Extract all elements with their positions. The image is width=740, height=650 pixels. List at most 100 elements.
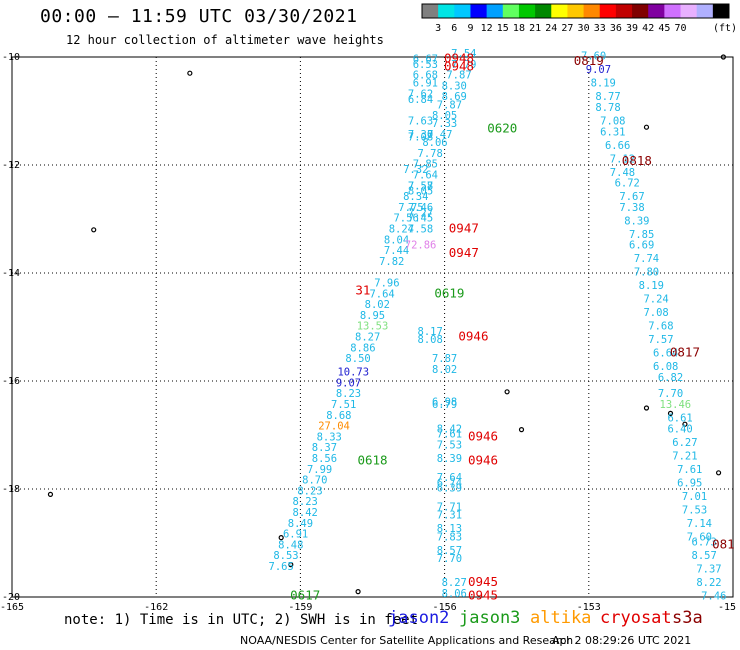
- color-bar-tick: 27: [561, 23, 573, 34]
- swh-value-label: 7.48: [610, 167, 635, 179]
- swh-value-label: 7.58: [408, 224, 433, 236]
- swh-value-label: 7.60: [687, 531, 712, 543]
- swh-value-label: 8.49: [288, 518, 313, 530]
- swh-value-label: 6.27: [672, 437, 697, 449]
- swh-value-label: 7.32: [403, 164, 428, 176]
- swh-value-label: 8.34: [403, 191, 428, 203]
- swh-value-label: 7.74: [634, 253, 659, 265]
- map-frame: [11, 56, 734, 598]
- latitude-tick-label: -12: [2, 160, 20, 171]
- pass-time-label: 0620: [487, 121, 517, 136]
- swh-value-label: 7.21: [672, 450, 697, 462]
- color-bar-unit: (ft): [713, 23, 737, 34]
- legend-jason2: jason2: [388, 608, 450, 628]
- swh-value-label: 6.79: [432, 399, 457, 411]
- swh-value-label: 7.31: [437, 510, 462, 522]
- swh-value-label: 10.73: [337, 367, 369, 379]
- latitude-tick-label: -18: [2, 484, 20, 495]
- color-bar-tick: 30: [578, 23, 590, 34]
- pass-time-label: 31: [355, 283, 370, 298]
- swh-value-label: 7.54: [451, 48, 476, 60]
- swh-value-label: 6.82: [658, 372, 683, 384]
- swh-value-label: 6.40: [667, 423, 692, 435]
- swh-value-label: 7.44: [384, 245, 409, 257]
- color-bar-tick: 33: [594, 23, 606, 34]
- swh-value-label: 8.19: [591, 78, 616, 90]
- swh-value-label: 7.79: [451, 59, 476, 71]
- island-outline: [187, 70, 193, 76]
- swh-value-label: 8.33: [317, 431, 342, 443]
- map-axes: -162 -159 -156 -153 -165 -15 -10 -12 -14 -16 -18 -2…: [0, 52, 736, 613]
- units-note: note: 1) Time is in UTC; 2) SWH is in fe…: [64, 612, 419, 628]
- swh-value-label: 7.75: [398, 202, 423, 214]
- swh-value-label: 6.67: [413, 53, 438, 65]
- wave-height-labels: 6.676.537.547.797.878.308.697.878.057.33…: [269, 48, 735, 603]
- color-bar-tick: 39: [626, 23, 638, 34]
- longitude-tick-label: -153: [577, 602, 601, 613]
- swh-value-label: 6.74: [437, 477, 462, 489]
- swh-value-label: 8.56: [312, 453, 337, 465]
- swh-value-label: 7.08: [643, 307, 668, 319]
- color-swatch: [502, 4, 520, 18]
- island-outline: [518, 427, 525, 433]
- swh-value-label: 7.85: [413, 159, 438, 171]
- swh-value-label: 8.37: [312, 442, 337, 454]
- color-swatch: [454, 4, 471, 18]
- island-outline: [643, 405, 650, 411]
- swh-value-label: 7.70: [658, 388, 683, 400]
- swh-value-label: 6.08: [653, 361, 678, 373]
- map-subtitle: 12 hour collection of altimeter wave hei…: [66, 33, 384, 47]
- pass-time-label: 0945: [468, 588, 498, 603]
- pass-time-label: 0947: [449, 245, 479, 260]
- swh-value-label: 6.53: [413, 59, 438, 71]
- pass-time-label: 0948: [444, 59, 474, 74]
- swh-value-label: 6.91: [413, 78, 438, 90]
- swh-value-label: 6.95: [677, 477, 702, 489]
- swh-value-label: 8.02: [365, 299, 390, 311]
- swh-value-label: 7.47: [427, 129, 452, 141]
- swh-value-label: 7.62: [408, 89, 433, 101]
- swh-value-label: 8.06: [422, 137, 447, 149]
- swh-value-label: 7.70: [437, 553, 462, 565]
- color-swatch: [470, 4, 488, 18]
- swh-value-label: 8.70: [302, 475, 327, 487]
- swh-value-label: 7.87: [437, 99, 462, 111]
- swh-value-label: 8.39: [437, 453, 462, 465]
- island-outline: [355, 588, 361, 595]
- color-swatch: [438, 4, 455, 18]
- color-bar-frame: [421, 3, 730, 19]
- color-bar-tick: 42: [642, 23, 654, 34]
- swh-value-label: 13.46: [660, 399, 692, 411]
- swh-value-label: 8.95: [360, 310, 385, 322]
- swh-value-label: 8.13: [437, 523, 462, 535]
- color-swatch: [535, 4, 552, 18]
- swh-value-label: 6.39: [437, 483, 462, 495]
- swh-value-label: 7.78: [418, 148, 443, 160]
- swh-value-label: 8.53: [273, 550, 298, 562]
- swh-value-label: 7.46: [701, 591, 726, 603]
- color-bar-tick: 9: [467, 23, 473, 34]
- longitude-tick-label: -165: [0, 602, 24, 613]
- swh-value-label: 7.53: [437, 440, 462, 452]
- swh-value-label: 9.07: [586, 64, 611, 76]
- swh-value-label: 7.30: [408, 129, 433, 141]
- swh-value-label: 7.46: [408, 202, 433, 214]
- swh-value-label: 7.83: [437, 531, 462, 543]
- color-swatch: [567, 4, 585, 18]
- swh-value-label: 6.66: [605, 140, 630, 152]
- color-swatch: [551, 4, 568, 18]
- swh-value-label: 7.61: [437, 429, 462, 441]
- pass-time-label: 0817: [670, 345, 700, 360]
- swh-value-label: 7.67: [619, 191, 644, 203]
- swh-value-label: 7.53: [682, 504, 707, 516]
- color-bar-tick: 24: [545, 23, 557, 34]
- swh-value-label: 7.60: [581, 51, 606, 63]
- island-outlines: [47, 54, 726, 595]
- pass-time-label: 081: [712, 536, 735, 551]
- color-swatch: [696, 4, 714, 18]
- pass-time-label: 0946: [468, 428, 498, 443]
- island-outline: [278, 534, 284, 541]
- swh-value-label: 8.04: [384, 234, 409, 246]
- color-swatch: [518, 4, 536, 18]
- swh-value-label: 72.86: [405, 240, 437, 252]
